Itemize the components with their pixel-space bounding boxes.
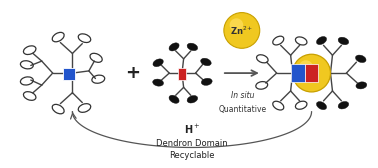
Ellipse shape xyxy=(338,37,349,45)
Bar xyxy=(178,68,186,80)
Text: In situ: In situ xyxy=(231,91,254,100)
Bar xyxy=(64,68,75,80)
Text: Dendron Domain: Dendron Domain xyxy=(156,139,228,148)
Circle shape xyxy=(229,18,243,32)
Circle shape xyxy=(299,60,313,75)
Circle shape xyxy=(293,54,330,92)
Ellipse shape xyxy=(316,36,327,45)
Ellipse shape xyxy=(153,59,163,67)
Ellipse shape xyxy=(169,95,179,103)
Bar xyxy=(291,64,305,82)
Text: Quantitative: Quantitative xyxy=(219,105,267,114)
Text: Zn$^{2+}$: Zn$^{2+}$ xyxy=(230,24,254,37)
Text: Recyclable: Recyclable xyxy=(169,151,215,160)
Ellipse shape xyxy=(338,101,349,109)
Ellipse shape xyxy=(201,78,212,85)
Ellipse shape xyxy=(169,43,179,51)
Ellipse shape xyxy=(316,102,327,110)
Ellipse shape xyxy=(355,55,366,62)
Ellipse shape xyxy=(187,96,198,103)
Circle shape xyxy=(224,13,260,48)
Text: +: + xyxy=(125,64,140,82)
Ellipse shape xyxy=(187,43,198,51)
Text: H$^+$: H$^+$ xyxy=(184,123,200,136)
Ellipse shape xyxy=(153,79,164,86)
Bar xyxy=(305,64,318,82)
Ellipse shape xyxy=(201,58,211,66)
Ellipse shape xyxy=(356,82,367,89)
